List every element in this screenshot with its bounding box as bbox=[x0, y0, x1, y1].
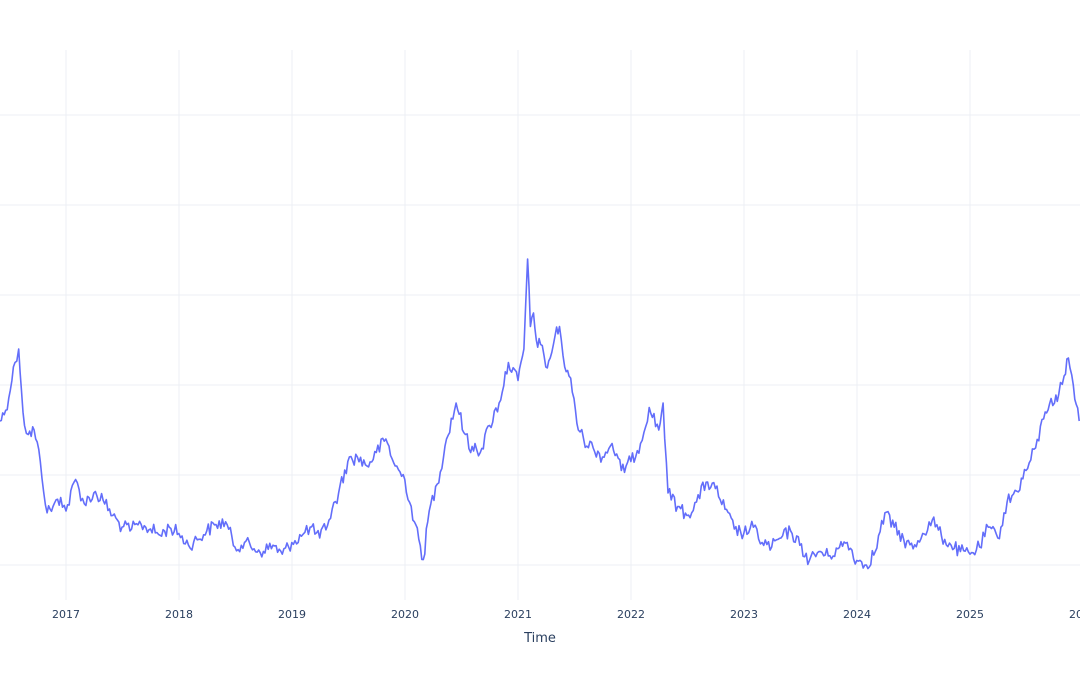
x-tick-label: 2026 bbox=[1069, 608, 1080, 621]
x-tick-label: 2019 bbox=[278, 608, 306, 621]
x-tick-label: 2025 bbox=[956, 608, 984, 621]
x-gridlines bbox=[65, 50, 971, 600]
x-tick-label: 2021 bbox=[504, 608, 532, 621]
x-tick-label: 2018 bbox=[165, 608, 193, 621]
x-tick-label: 2022 bbox=[617, 608, 645, 621]
x-tick-label: 2023 bbox=[730, 608, 758, 621]
x-axis-title: Time bbox=[523, 631, 556, 646]
y-gridlines bbox=[0, 114, 1080, 566]
x-tick-label: 2024 bbox=[843, 608, 871, 621]
x-tick-label: 2017 bbox=[52, 608, 80, 621]
series-line bbox=[0, 258, 1080, 570]
x-tick-label: 2020 bbox=[391, 608, 419, 621]
x-tick-labels: 2017 2018 2019 2020 2021 2022 2023 2024 2025 2026 bbox=[52, 608, 1080, 621]
